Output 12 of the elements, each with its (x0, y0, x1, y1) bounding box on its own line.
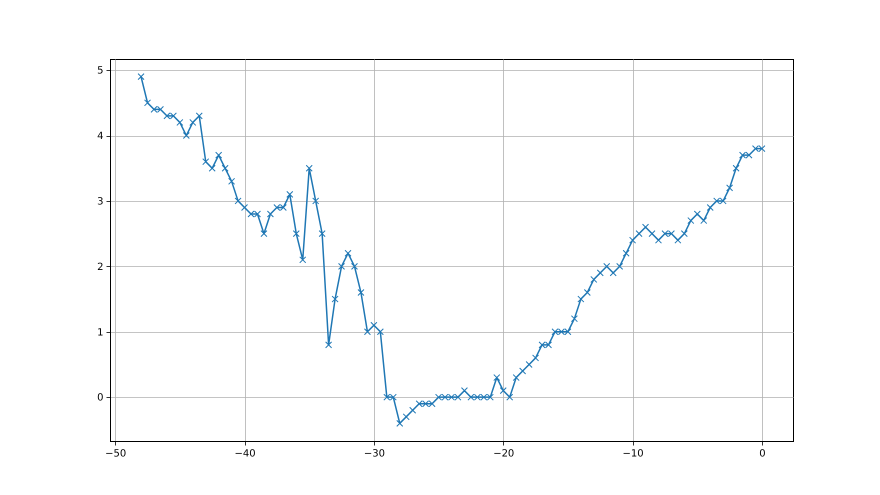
x-tick-label: −40 (234, 448, 256, 460)
y-tick-label: 5 (97, 66, 104, 77)
x-tick-label: 0 (759, 448, 766, 460)
y-tick-label: 0 (97, 392, 104, 404)
x-tick-label: −50 (105, 448, 126, 460)
y-tick-label: 3 (97, 196, 104, 208)
x-tick-label: −30 (364, 448, 385, 460)
x-tick-label: −20 (493, 448, 514, 460)
x-tick-label: −10 (622, 448, 644, 460)
y-tick-label: 4 (97, 131, 104, 142)
y-tick-label: 1 (97, 327, 104, 338)
y-tick-label: 2 (97, 262, 104, 273)
